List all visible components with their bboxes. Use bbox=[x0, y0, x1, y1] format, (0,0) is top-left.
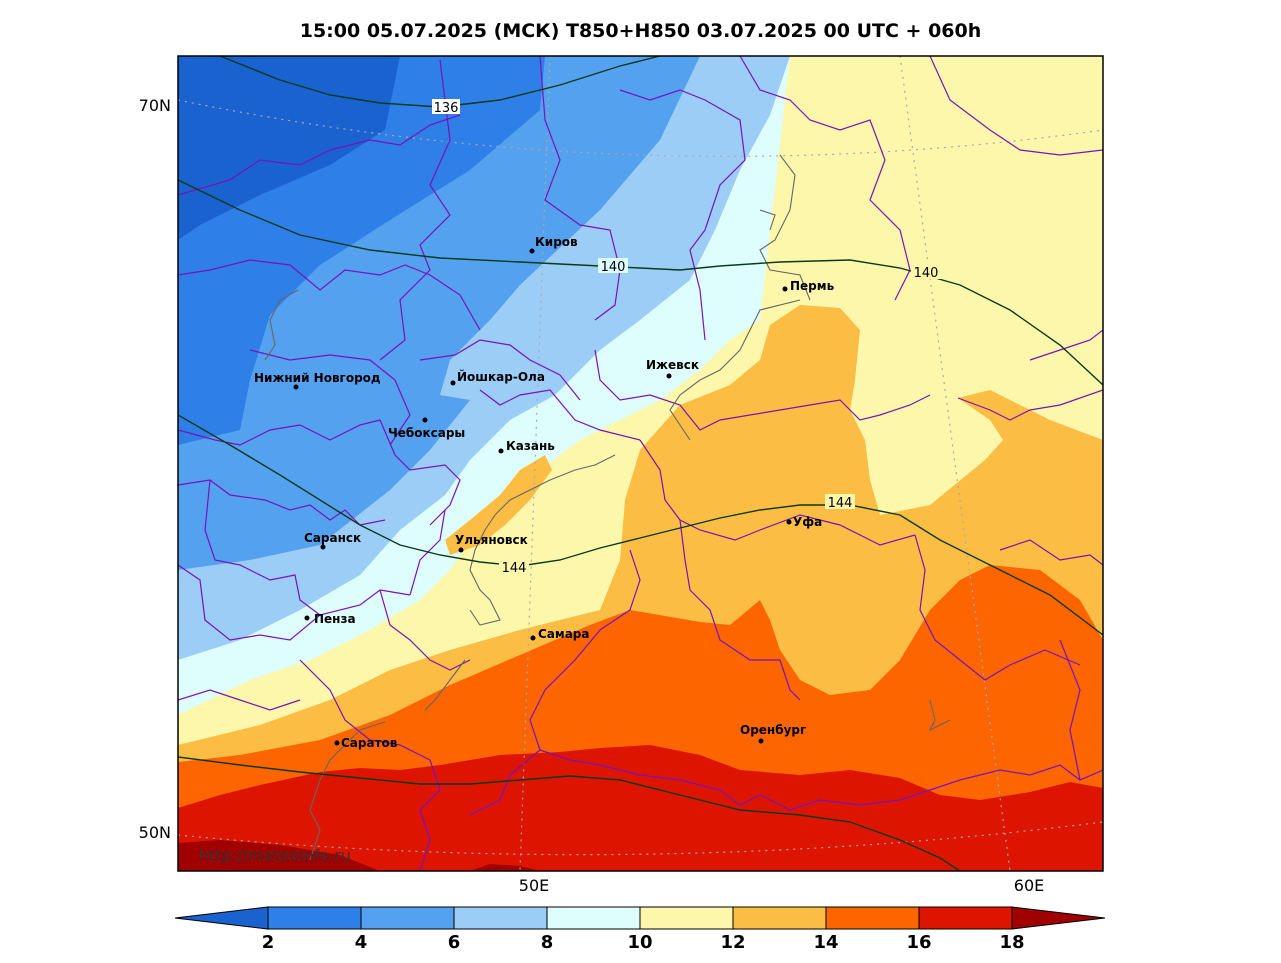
city-dot bbox=[498, 448, 504, 454]
city-label-orenburg: Оренбург bbox=[740, 723, 806, 737]
colorbar-tick-label: 18 bbox=[999, 932, 1024, 953]
city-markers: Киров Пермь Нижний Новгород Йошкар-Ола И… bbox=[254, 235, 835, 750]
lon-label-50e: 50E bbox=[519, 876, 549, 895]
city-label-samara: Самара bbox=[538, 627, 590, 641]
colorbar-extend-low bbox=[174, 906, 269, 930]
city-label-nizhny-novgorod: Нижний Новгород bbox=[254, 371, 381, 385]
city-dot bbox=[782, 286, 788, 292]
colorbar-swatch bbox=[453, 906, 548, 930]
colorbar: 2 4 6 8 10 12 14 16 18 bbox=[174, 906, 1106, 953]
colorbar-tick-label: 8 bbox=[541, 932, 554, 953]
colorbar-tick-label: 14 bbox=[813, 932, 838, 953]
colorbar-tick-label: 16 bbox=[906, 932, 931, 953]
city-dot bbox=[304, 615, 310, 621]
city-label-penza: Пенза bbox=[314, 612, 356, 626]
colorbar-swatch bbox=[267, 906, 362, 930]
temperature-field bbox=[178, 56, 1103, 871]
colorbar-tick-label: 2 bbox=[262, 932, 275, 953]
city-label-perm: Пермь bbox=[790, 279, 835, 293]
colorbar-tick-label: 4 bbox=[355, 932, 368, 953]
lon-label-60e: 60E bbox=[1014, 876, 1044, 895]
contour-label: 140 bbox=[601, 260, 626, 275]
colorbar-tick-label: 12 bbox=[720, 932, 745, 953]
contour-label: 144 bbox=[828, 496, 853, 511]
city-dot bbox=[450, 380, 456, 386]
lat-label-70n: 70N bbox=[139, 96, 171, 115]
city-dot bbox=[666, 373, 672, 379]
lat-label-50n: 50N bbox=[139, 823, 171, 842]
city-label-izhevsk: Ижевск bbox=[646, 358, 699, 372]
city-dot bbox=[529, 248, 535, 254]
source-url: http://meteoinfo.ru bbox=[199, 846, 351, 865]
colorbar-swatch bbox=[360, 906, 455, 930]
city-dot bbox=[422, 417, 428, 423]
city-label-saransk: Саранск bbox=[304, 531, 361, 545]
city-dot bbox=[458, 547, 464, 553]
city-dot bbox=[334, 740, 340, 746]
map-frame bbox=[177, 55, 1104, 872]
map-title: 15:00 05.07.2025 (МСК) T850+H850 03.07.2… bbox=[299, 20, 982, 42]
colorbar-swatch bbox=[918, 906, 1013, 930]
contour-label: 140 bbox=[914, 266, 939, 281]
city-label-saratov: Саратов bbox=[341, 736, 398, 750]
city-label-kazan: Казань bbox=[506, 439, 555, 453]
colorbar-swatch bbox=[546, 906, 641, 930]
city-label-ufa: Уфа bbox=[793, 515, 822, 529]
contour-label: 136 bbox=[434, 101, 459, 116]
city-dot bbox=[320, 544, 326, 550]
colorbar-tick-label: 10 bbox=[627, 932, 652, 953]
city-dot bbox=[530, 635, 536, 641]
colorbar-swatch bbox=[732, 906, 827, 930]
colorbar-swatch bbox=[825, 906, 920, 930]
city-label-ulyanovsk: Ульяновск bbox=[455, 533, 528, 547]
city-dot bbox=[293, 384, 299, 390]
city-label-kirov: Киров bbox=[535, 235, 578, 249]
contour-labels: 136 140 140 144 144 bbox=[432, 99, 941, 576]
colorbar-swatch bbox=[639, 906, 734, 930]
city-dot bbox=[758, 738, 764, 744]
city-dot bbox=[786, 519, 792, 525]
colorbar-extend-high bbox=[1011, 906, 1106, 930]
city-label-yoshkar-ola: Йошкар-Ола bbox=[457, 369, 545, 384]
colorbar-tick-label: 6 bbox=[448, 932, 461, 953]
city-label-cheboksary: Чебоксары bbox=[388, 426, 465, 440]
contour-label: 144 bbox=[502, 561, 527, 576]
